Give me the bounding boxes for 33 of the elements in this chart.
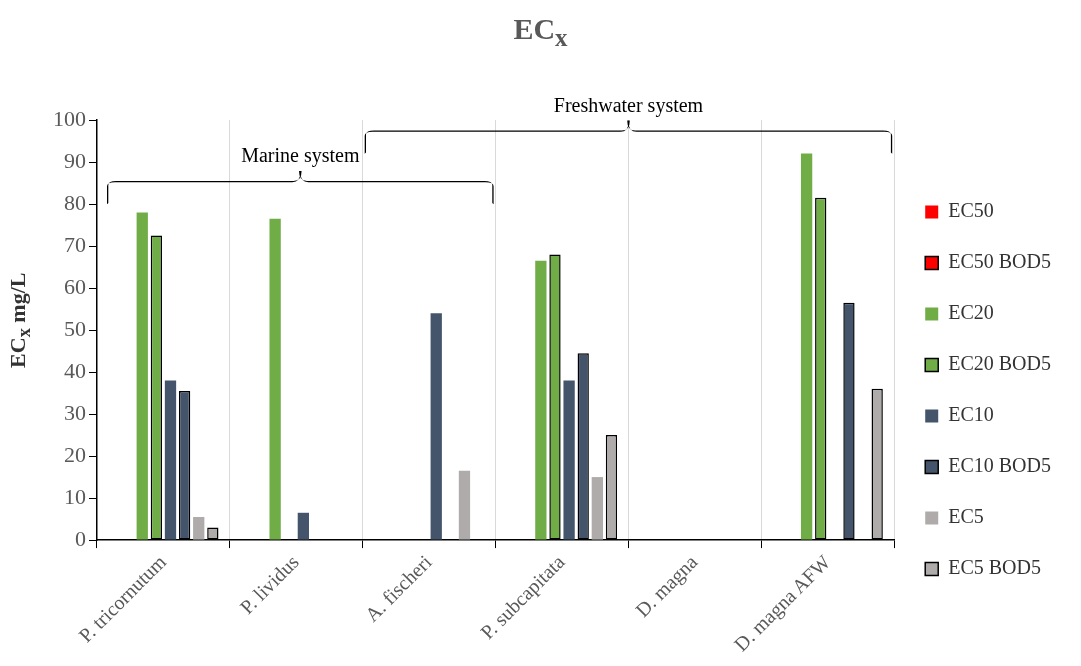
legend-label: EC5 BOD5: [948, 556, 1042, 579]
bar: [563, 380, 575, 540]
bar: [591, 477, 603, 540]
legend-label: EC50 BOD5: [948, 250, 1052, 273]
legend-label: EC10: [948, 403, 994, 426]
bar: [297, 512, 310, 540]
legend-label: EC20: [948, 301, 994, 324]
bar: [164, 380, 177, 540]
y-tick-label: 10: [64, 483, 86, 509]
bar: [269, 218, 281, 540]
bar: [430, 313, 442, 540]
annotation: Marine system: [241, 144, 360, 168]
bar: [800, 153, 813, 540]
y-tick-label: 70: [64, 231, 86, 257]
bar: [136, 212, 148, 540]
y-tick-label: 100: [53, 105, 86, 131]
legend-label: EC20 BOD5: [948, 352, 1052, 375]
bar: [458, 470, 471, 540]
y-tick-label: 80: [64, 189, 86, 215]
text: Freshwater system: [553, 93, 704, 117]
y-tick-label: 40: [64, 357, 86, 383]
y-tick-label: 50: [64, 315, 86, 341]
legend-label: EC50: [948, 199, 994, 222]
bar: [535, 260, 547, 540]
y-tick-label: 30: [64, 399, 86, 425]
y-tick-label: 90: [64, 147, 86, 173]
y-tick-label: 60: [64, 273, 86, 299]
bar: [193, 516, 205, 540]
legend-label: EC10 BOD5: [948, 454, 1052, 477]
y-tick-label: 0: [75, 525, 86, 551]
y-tick-label: 20: [64, 441, 86, 467]
legend-label: EC5: [948, 505, 984, 528]
chart-title: EC$_{x}$: [512, 12, 569, 52]
